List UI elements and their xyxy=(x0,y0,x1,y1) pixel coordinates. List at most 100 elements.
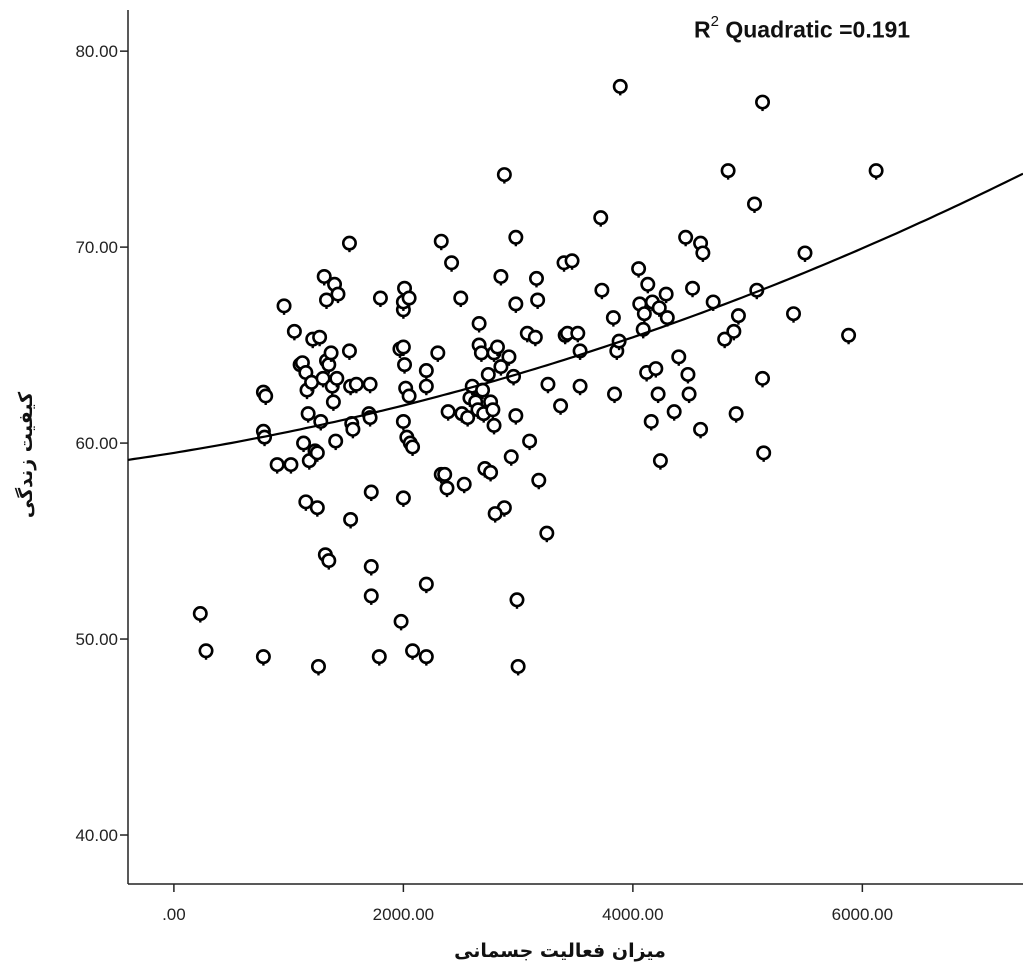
data-point xyxy=(401,388,417,406)
data-point xyxy=(746,196,762,213)
y-tick-label: 50.00 xyxy=(75,630,118,649)
data-point-marker xyxy=(501,349,517,365)
data-point-marker xyxy=(363,484,379,500)
data-point-marker xyxy=(348,376,364,392)
data-point xyxy=(300,406,316,423)
data-point xyxy=(508,296,524,313)
data-point xyxy=(631,261,647,278)
data-point xyxy=(363,484,379,502)
data-point xyxy=(755,370,771,388)
data-point-marker xyxy=(341,343,357,359)
data-point-marker xyxy=(418,363,434,379)
data-point-marker xyxy=(594,282,610,298)
data-point-marker xyxy=(328,433,344,449)
data-point xyxy=(453,290,469,308)
data-point-marker xyxy=(553,398,569,414)
data-point-marker xyxy=(631,261,647,277)
data-point-marker xyxy=(283,457,299,473)
data-point xyxy=(330,286,346,304)
data-point-marker xyxy=(405,439,421,455)
data-point-marker xyxy=(489,339,505,355)
data-point-marker xyxy=(570,325,586,341)
data-point-marker xyxy=(756,445,772,461)
data-point-marker xyxy=(508,408,524,424)
data-point-marker xyxy=(643,413,659,429)
data-point xyxy=(395,339,411,357)
data-point-marker xyxy=(456,476,472,492)
data-point-marker xyxy=(198,643,214,659)
data-point xyxy=(530,292,546,309)
data-point-marker xyxy=(503,449,519,465)
data-point-marker xyxy=(496,167,512,183)
data-point xyxy=(671,349,687,366)
data-point-marker xyxy=(362,376,378,392)
data-point-marker xyxy=(325,394,341,410)
data-point xyxy=(643,413,659,431)
data-point-marker xyxy=(522,433,538,449)
data-point xyxy=(393,613,409,631)
data-point-marker xyxy=(395,413,411,429)
data-point-marker xyxy=(755,94,771,110)
data-point-marker xyxy=(680,366,696,382)
data-point xyxy=(510,658,526,676)
data-point-marker xyxy=(300,406,316,422)
data-point-marker xyxy=(730,308,746,324)
data-point xyxy=(439,480,455,498)
data-point-marker xyxy=(372,290,388,306)
data-point-marker xyxy=(321,357,337,373)
data-point-marker xyxy=(363,558,379,574)
data-point xyxy=(680,366,696,384)
data-point-marker xyxy=(572,378,588,394)
data-point-marker xyxy=(726,323,742,339)
data-point xyxy=(572,378,588,396)
data-point xyxy=(489,339,505,357)
data-point xyxy=(531,472,547,490)
data-point-marker xyxy=(658,286,674,302)
data-point xyxy=(681,386,697,404)
data-point-marker xyxy=(430,345,446,361)
data-point xyxy=(418,378,434,396)
data-point xyxy=(539,525,555,543)
data-point xyxy=(343,511,359,529)
data-point-marker xyxy=(487,506,503,522)
data-point-marker xyxy=(343,511,359,527)
data-point xyxy=(348,376,364,394)
data-point xyxy=(493,268,509,286)
data-point-marker xyxy=(418,576,434,592)
data-point-marker xyxy=(473,345,489,361)
data-point xyxy=(395,413,411,431)
data-point-marker xyxy=(797,245,813,261)
data-point xyxy=(483,464,499,482)
data-point xyxy=(570,325,586,343)
data-point xyxy=(198,643,214,660)
data-point-marker xyxy=(453,290,469,306)
data-point xyxy=(323,345,339,362)
data-point xyxy=(473,345,489,362)
data-point xyxy=(553,398,569,415)
data-point-marker xyxy=(720,163,736,179)
data-point-marker xyxy=(652,453,668,469)
data-point-marker xyxy=(401,290,417,306)
y-tick-label: 80.00 xyxy=(75,42,118,61)
data-point xyxy=(508,408,524,425)
data-point-marker xyxy=(868,163,884,179)
data-point-marker xyxy=(480,366,496,382)
data-point xyxy=(312,329,328,347)
data-point xyxy=(651,300,667,317)
data-point-marker xyxy=(418,649,434,665)
data-point xyxy=(594,282,610,300)
data-point-marker xyxy=(192,606,208,622)
data-point-marker xyxy=(671,349,687,365)
data-point xyxy=(528,270,544,288)
data-point-marker xyxy=(310,658,326,674)
data-point xyxy=(395,490,411,507)
data-point xyxy=(506,368,522,386)
data-point xyxy=(298,494,314,511)
data-point xyxy=(685,280,701,298)
data-point-marker xyxy=(510,658,526,674)
data-point xyxy=(652,453,668,470)
axes xyxy=(127,10,1023,885)
data-point xyxy=(328,433,344,451)
data-point xyxy=(471,316,487,333)
data-point xyxy=(269,457,285,474)
